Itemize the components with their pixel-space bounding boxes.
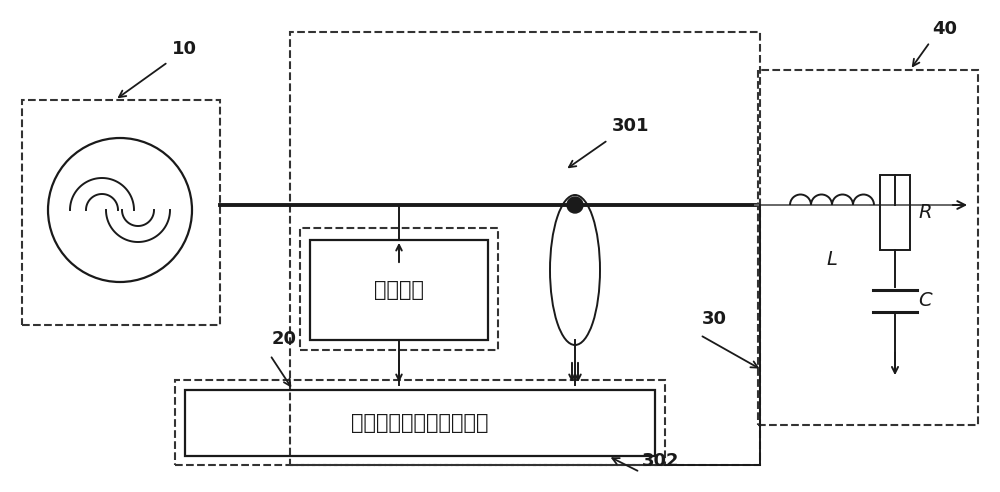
Bar (758, 70, 978, 425)
Text: 40: 40 (932, 20, 957, 38)
Bar (175, 380, 665, 465)
Bar (22, 100, 220, 325)
Text: 30: 30 (702, 310, 727, 328)
Bar (880, 175, 910, 250)
Bar (310, 240, 488, 340)
Text: R: R (918, 203, 932, 222)
Text: C: C (918, 291, 932, 310)
Bar (290, 32, 760, 465)
Text: 阻抗计算与指令输出单元: 阻抗计算与指令输出单元 (351, 413, 489, 433)
Text: 302: 302 (642, 452, 680, 470)
Bar (300, 228, 498, 350)
Text: L: L (827, 250, 837, 269)
Text: 电流扰动: 电流扰动 (374, 280, 424, 300)
Circle shape (567, 197, 583, 213)
Bar (185, 390, 655, 456)
Text: 20: 20 (272, 330, 297, 348)
Text: 301: 301 (612, 117, 650, 135)
Text: 10: 10 (172, 40, 197, 58)
